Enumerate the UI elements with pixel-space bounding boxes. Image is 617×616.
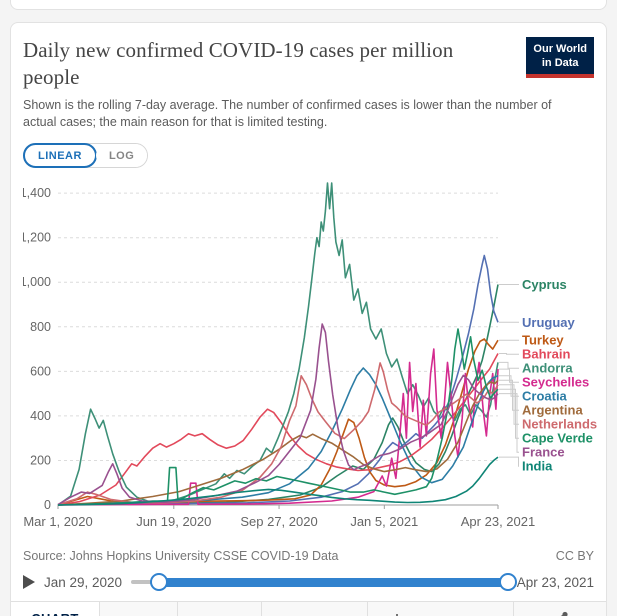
series-label-croatia[interactable]: Croatia <box>522 389 568 404</box>
y-tick-label: 0 <box>44 498 51 512</box>
timeline-slider[interactable] <box>131 573 517 592</box>
timeline-track-unselected <box>131 580 160 585</box>
tab-map-label: MAP <box>124 613 153 616</box>
series-line-india[interactable] <box>57 456 499 507</box>
y-tick-label: 200 <box>30 454 51 468</box>
series-line-seychelles[interactable] <box>57 348 499 507</box>
grapher-card: Daily new confirmed COVID-19 cases per m… <box>10 22 607 616</box>
tab-sources[interactable]: SOURCES <box>261 602 367 616</box>
source-note[interactable]: Source: Johns Hopkins University CSSE CO… <box>23 549 339 564</box>
scale-toggle-group: LINEAR LOG <box>23 143 149 169</box>
log-scale-button[interactable]: LOG <box>95 144 148 168</box>
series-line-france[interactable] <box>57 323 499 506</box>
series-line-cyprus[interactable] <box>57 284 499 507</box>
tab-table-label: TABLE <box>198 613 240 616</box>
y-tick-label: 800 <box>30 320 51 334</box>
label-connector-india <box>499 456 519 467</box>
owid-logo[interactable]: Our World in Data <box>526 37 594 78</box>
chart-header: Daily new confirmed COVID-19 cases per m… <box>23 37 594 91</box>
y-tick-label: 1,200 <box>23 231 51 245</box>
x-tick-label: Mar 1, 2020 <box>23 514 92 529</box>
series-label-turkey[interactable]: Turkey <box>522 333 564 348</box>
series-label-andorra[interactable]: Andorra <box>522 361 573 376</box>
series-label-uruguay[interactable]: Uruguay <box>522 315 576 330</box>
label-connector-cape-verde <box>499 388 519 439</box>
tab-share[interactable] <box>513 602 606 616</box>
series-line-netherlands[interactable] <box>57 362 499 506</box>
tab-download-label: DOWNLOAD <box>412 613 492 616</box>
series-label-netherlands[interactable]: Netherlands <box>522 417 597 432</box>
tab-chart-label: CHART <box>31 611 79 616</box>
x-tick-label: Sep 27, 2020 <box>240 514 317 529</box>
series-label-bahrain[interactable]: Bahrain <box>522 347 570 362</box>
label-connector-andorra <box>499 362 519 369</box>
x-tick-label: Jan 5, 2021 <box>350 514 418 529</box>
series-label-argentina[interactable]: Argentina <box>522 403 583 418</box>
series-label-india[interactable]: India <box>522 459 553 474</box>
tab-map[interactable]: MAP <box>99 602 177 616</box>
series-line-cape-verde[interactable] <box>57 328 499 507</box>
series-line-bahrain[interactable] <box>57 353 499 507</box>
linear-scale-button[interactable]: LINEAR <box>23 143 97 169</box>
timeline-handle-end[interactable] <box>498 573 517 592</box>
timeline-track-selected <box>159 578 508 588</box>
series-line-andorra[interactable] <box>57 182 499 506</box>
owid-logo-line2: in Data <box>541 57 579 70</box>
timeline-handle-start[interactable] <box>150 573 169 592</box>
timeline-control: Jan 29, 2020 Apr 23, 2021 <box>23 573 594 592</box>
play-icon[interactable] <box>23 575 35 590</box>
download-icon <box>396 614 398 616</box>
y-tick-label: 600 <box>30 365 51 379</box>
y-tick-label: 1,400 <box>23 186 51 200</box>
y-tick-label: 1,000 <box>23 275 51 289</box>
chart-subtitle: Shown is the rolling 7-day average. The … <box>23 97 552 129</box>
owid-logo-line1: Our World <box>533 43 587 55</box>
label-connector-bahrain <box>499 353 519 355</box>
x-tick-label: Jun 19, 2020 <box>136 514 211 529</box>
tab-table[interactable]: TABLE <box>177 602 261 616</box>
y-tick-label: 400 <box>30 409 51 423</box>
license-badge[interactable]: CC BY <box>555 549 594 564</box>
tab-download[interactable]: DOWNLOAD <box>367 602 513 616</box>
series-line-argentina[interactable] <box>57 379 499 507</box>
previous-card-fragment <box>10 0 607 10</box>
share-icon <box>560 612 568 616</box>
tab-chart[interactable]: CHART <box>11 602 99 616</box>
tab-sources-label: SOURCES <box>281 613 348 616</box>
line-chart[interactable]: 0 200 400 600 800 1,000 1,200 1,400 Mar 1, 2020 J… <box>20 170 601 542</box>
label-connector-france <box>499 393 519 453</box>
chart-area: 0 200 400 600 800 1,000 1,200 1,400 Mar 1, 2020 J… <box>20 170 597 547</box>
timeline-end-date: Apr 23, 2021 <box>516 574 594 590</box>
series-label-seychelles[interactable]: Seychelles <box>522 375 589 390</box>
page-title: Daily new confirmed COVID-19 cases per m… <box>23 38 454 89</box>
series-label-cyprus[interactable]: Cyprus <box>522 277 567 292</box>
timeline-start-date: Jan 29, 2020 <box>44 574 123 590</box>
x-tick-label: Apr 23, 2021 <box>461 514 535 529</box>
series-line-uruguay[interactable] <box>57 254 499 506</box>
series-label-cape-verde[interactable]: Cape Verde <box>522 431 593 446</box>
series-label-france[interactable]: France <box>522 445 565 460</box>
footer-tabs: CHART MAP TABLE SOURCES DOWNLOAD <box>11 601 606 616</box>
